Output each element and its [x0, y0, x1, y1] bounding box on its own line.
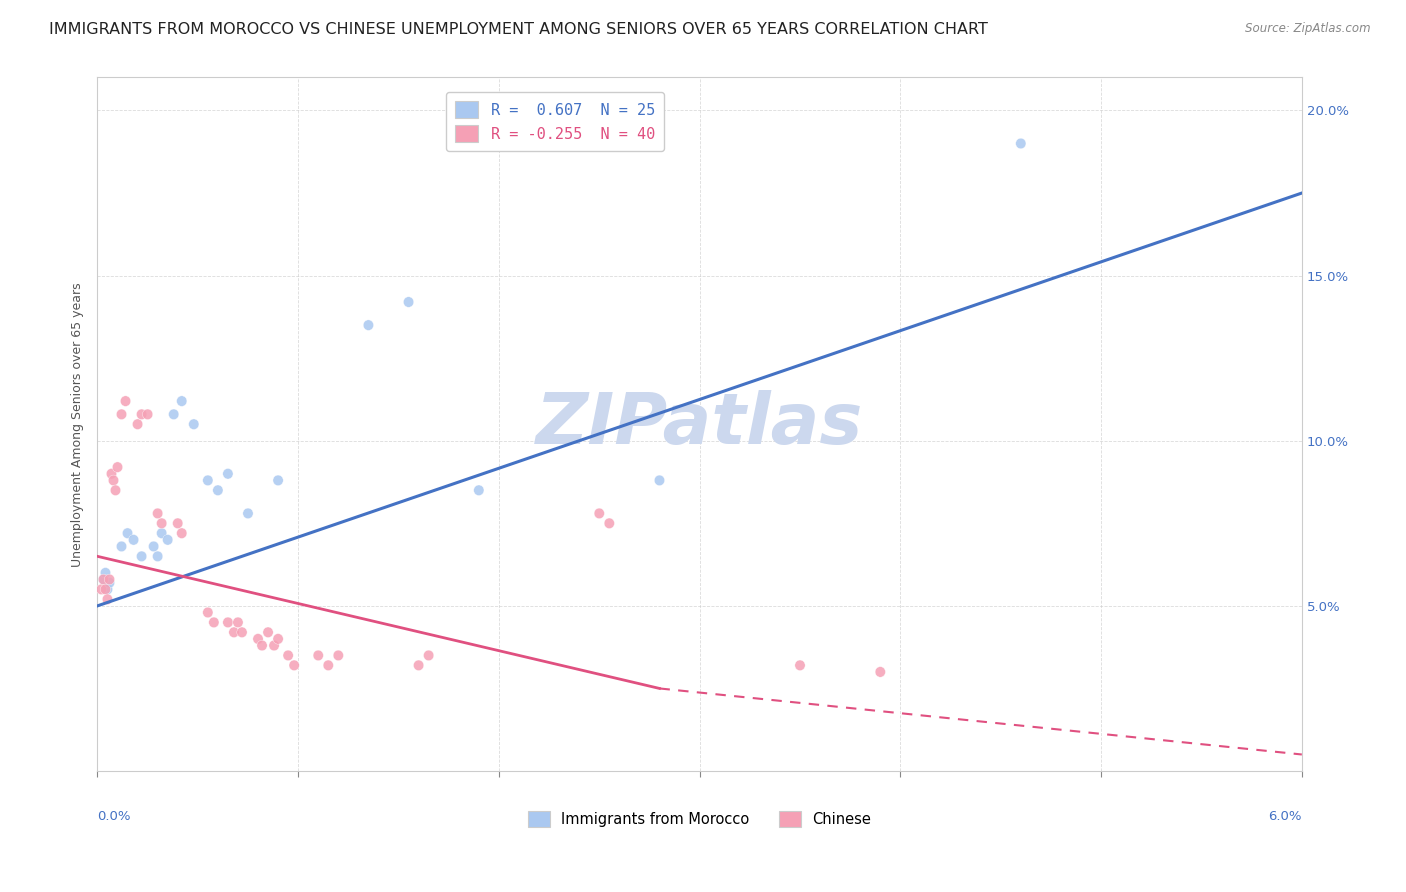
Ellipse shape — [98, 574, 108, 585]
Ellipse shape — [263, 627, 273, 638]
Ellipse shape — [222, 468, 233, 479]
Ellipse shape — [149, 541, 159, 552]
Ellipse shape — [128, 534, 139, 545]
Ellipse shape — [212, 485, 224, 496]
Y-axis label: Unemployment Among Seniors over 65 years: Unemployment Among Seniors over 65 years — [72, 282, 84, 566]
Ellipse shape — [107, 468, 117, 479]
Ellipse shape — [253, 633, 263, 644]
Ellipse shape — [188, 419, 198, 430]
Ellipse shape — [413, 660, 423, 671]
Ellipse shape — [136, 409, 146, 419]
Ellipse shape — [323, 660, 333, 671]
Ellipse shape — [117, 409, 127, 419]
Ellipse shape — [222, 617, 233, 628]
Ellipse shape — [202, 607, 212, 618]
Ellipse shape — [794, 660, 806, 671]
Ellipse shape — [163, 534, 173, 545]
Ellipse shape — [423, 650, 434, 661]
Ellipse shape — [314, 650, 323, 661]
Ellipse shape — [112, 462, 122, 473]
Ellipse shape — [122, 528, 132, 539]
Ellipse shape — [233, 617, 243, 628]
Ellipse shape — [121, 396, 131, 407]
Ellipse shape — [290, 660, 299, 671]
Ellipse shape — [333, 650, 343, 661]
Ellipse shape — [404, 297, 413, 308]
Ellipse shape — [117, 541, 127, 552]
Ellipse shape — [152, 551, 163, 562]
Ellipse shape — [236, 627, 247, 638]
Ellipse shape — [269, 640, 280, 651]
Ellipse shape — [98, 574, 108, 585]
Ellipse shape — [243, 508, 253, 518]
Ellipse shape — [169, 409, 179, 419]
Ellipse shape — [474, 485, 484, 496]
Ellipse shape — [202, 475, 212, 485]
Ellipse shape — [173, 518, 183, 529]
Text: Source: ZipAtlas.com: Source: ZipAtlas.com — [1246, 22, 1371, 36]
Ellipse shape — [142, 409, 153, 419]
Legend: Immigrants from Morocco, Chinese: Immigrants from Morocco, Chinese — [522, 805, 877, 833]
Ellipse shape — [156, 528, 167, 539]
Ellipse shape — [273, 475, 283, 485]
Ellipse shape — [152, 508, 163, 518]
Text: IMMIGRANTS FROM MOROCCO VS CHINESE UNEMPLOYMENT AMONG SENIORS OVER 65 YEARS CORR: IMMIGRANTS FROM MOROCCO VS CHINESE UNEMP… — [49, 22, 988, 37]
Text: 0.0%: 0.0% — [97, 810, 131, 823]
Ellipse shape — [1015, 138, 1026, 149]
Ellipse shape — [100, 567, 111, 578]
Ellipse shape — [96, 584, 107, 595]
Ellipse shape — [257, 640, 267, 651]
Text: 6.0%: 6.0% — [1268, 810, 1302, 823]
Ellipse shape — [595, 508, 605, 518]
Ellipse shape — [136, 551, 146, 562]
Ellipse shape — [103, 594, 112, 605]
Ellipse shape — [132, 419, 143, 430]
Ellipse shape — [103, 584, 112, 595]
Text: ZIPatlas: ZIPatlas — [536, 390, 863, 458]
Ellipse shape — [875, 666, 886, 677]
Ellipse shape — [177, 396, 187, 407]
Ellipse shape — [363, 320, 374, 330]
Ellipse shape — [108, 475, 118, 485]
Ellipse shape — [100, 584, 111, 595]
Ellipse shape — [605, 518, 614, 529]
Ellipse shape — [208, 617, 219, 628]
Ellipse shape — [229, 627, 239, 638]
Ellipse shape — [283, 650, 294, 661]
Ellipse shape — [104, 577, 115, 588]
Ellipse shape — [177, 528, 187, 539]
Ellipse shape — [273, 633, 283, 644]
Ellipse shape — [110, 485, 121, 496]
Ellipse shape — [104, 574, 115, 585]
Ellipse shape — [654, 475, 665, 485]
Ellipse shape — [156, 518, 167, 529]
